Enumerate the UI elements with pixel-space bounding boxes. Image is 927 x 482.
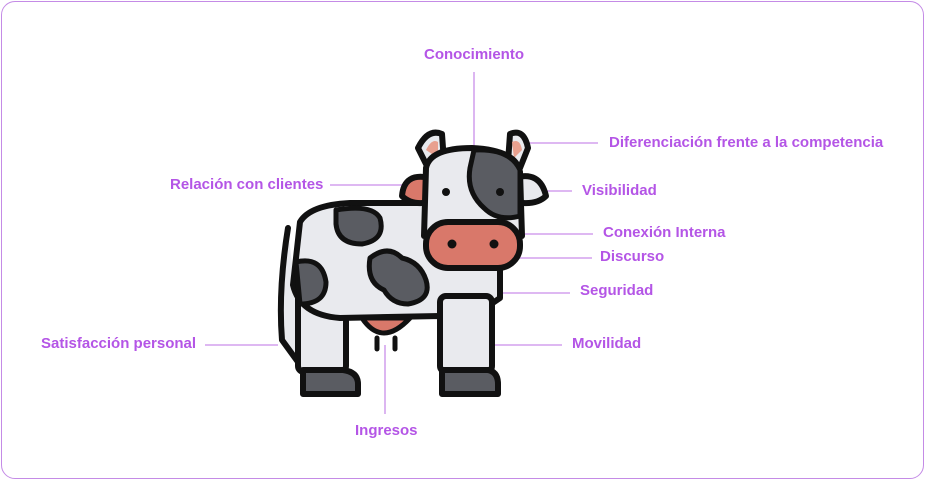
cow-icon (277, 129, 549, 397)
label-conocimiento: Conocimiento (424, 46, 524, 63)
cow-nostril-left (447, 239, 457, 249)
cow-nostril-right (489, 239, 499, 249)
cow-head-spot (466, 147, 523, 221)
label-diferenciacion: Diferenciación frente a la competencia (609, 134, 884, 151)
label-relacion-clientes: Relación con clientes (170, 176, 324, 193)
cow-eye-right (496, 188, 504, 196)
cow-horn-right-inner (512, 141, 522, 158)
cow-spot-2 (293, 258, 329, 307)
label-visibilidad: Visibilidad (582, 182, 657, 199)
cow-back-hoof (300, 367, 361, 397)
cow-eye-left (442, 188, 450, 196)
cow-udder (359, 315, 413, 336)
cow-spot-3 (366, 248, 430, 307)
cow-front-hoof (439, 367, 501, 397)
label-satisfaccion-personal: Satisfacción personal (41, 335, 197, 352)
cow-muzzle (423, 219, 523, 271)
label-movilidad: Movilidad (572, 335, 642, 352)
label-seguridad: Seguridad (580, 282, 654, 299)
label-ingresos: Ingresos (355, 422, 418, 439)
leader-lines (205, 72, 598, 414)
label-discurso: Discurso (600, 248, 665, 265)
cow-front-leg (437, 293, 495, 375)
label-conexion-interna: Conexión Interna (603, 224, 726, 241)
cow-spot-1 (333, 205, 384, 247)
